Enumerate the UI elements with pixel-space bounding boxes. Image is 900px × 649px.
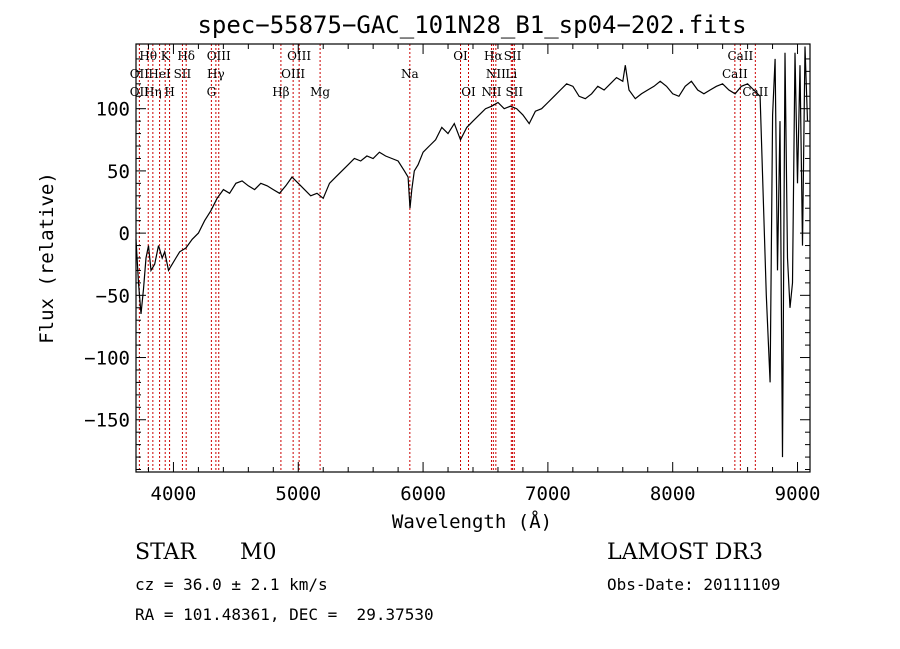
x-tick-label-1: 5000 bbox=[275, 483, 321, 505]
line-label-r0-5: OI bbox=[453, 49, 468, 63]
y-tick-label-1: 50 bbox=[107, 161, 130, 183]
line-label-r0-0: Hθ bbox=[139, 49, 157, 63]
object-subclass: M0 bbox=[240, 540, 277, 565]
y-tick-label-4: −100 bbox=[84, 348, 130, 370]
line-label-r1-0: OII bbox=[130, 67, 150, 81]
x-axis-label: Wavelength (Å) bbox=[392, 510, 552, 533]
line-label-r0-7: SII bbox=[504, 49, 522, 63]
line-label-r0-3: OIII bbox=[207, 49, 231, 63]
line-label-r2-7: NII bbox=[481, 85, 501, 99]
object-class: STAR bbox=[135, 540, 196, 565]
y-axis-label: Flux (relative) bbox=[36, 172, 58, 344]
spectrum-series-line bbox=[135, 46, 809, 458]
line-label-r1-8: CaII bbox=[722, 67, 748, 81]
line-label-r1-5: Na bbox=[401, 67, 419, 81]
obs-date: Obs-Date: 20111109 bbox=[607, 575, 781, 594]
survey-name: LAMOST DR3 bbox=[607, 540, 763, 565]
line-label-r2-3: G bbox=[207, 85, 217, 99]
line-label-r2-4: Hβ bbox=[272, 85, 289, 99]
x-tick-label-0: 4000 bbox=[151, 483, 197, 505]
line-label-r1-1: HeI bbox=[148, 67, 171, 81]
line-label-r0-1: K bbox=[161, 49, 171, 63]
line-label-r2-1: Hη bbox=[144, 85, 162, 99]
line-label-r1-3: Hγ bbox=[207, 67, 225, 81]
spectral-line-markers bbox=[138, 44, 756, 472]
x-tick-label-5: 9000 bbox=[775, 483, 821, 505]
plot-frame bbox=[135, 43, 811, 473]
chart-title: spec−55875−GAC_101N28_B1_sp04−202.fits bbox=[197, 11, 746, 39]
line-label-r1-7: Li bbox=[505, 67, 517, 81]
line-label-r2-6: OI bbox=[461, 85, 476, 99]
line-label-r2-5: Mg bbox=[310, 85, 330, 99]
line-label-r0-4: OIII bbox=[287, 49, 311, 63]
y-tick-label-3: −50 bbox=[96, 285, 130, 307]
line-label-r0-6: Hα bbox=[484, 49, 503, 63]
line-label-r1-2: SII bbox=[174, 67, 192, 81]
line-label-r0-8: CaII bbox=[727, 49, 753, 63]
y-tick-label-0: 100 bbox=[96, 99, 130, 121]
line-label-r0-2: Hδ bbox=[177, 49, 195, 63]
y-axis-ticks: 100 50 0 −50 −100 −150 bbox=[84, 58, 810, 471]
line-label-r1-6: NII bbox=[486, 67, 506, 81]
line-label-r2-8: SII bbox=[505, 85, 523, 99]
coordinates: RA = 101.48361, DEC = 29.37530 bbox=[135, 605, 434, 624]
line-label-r2-0: OII bbox=[130, 85, 150, 99]
line-label-r2-2: H bbox=[164, 85, 174, 99]
x-tick-label-2: 6000 bbox=[400, 483, 446, 505]
x-tick-label-4: 8000 bbox=[650, 483, 696, 505]
line-label-r1-4: OIII bbox=[281, 67, 305, 81]
y-tick-label-5: −150 bbox=[84, 410, 130, 432]
x-tick-label-3: 7000 bbox=[525, 483, 571, 505]
redshift-readout: cz = 36.0 ± 2.1 km/s bbox=[135, 575, 328, 594]
y-tick-label-2: 0 bbox=[119, 223, 130, 245]
x-axis-ticks: 4000 5000 6000 7000 8000 9000 bbox=[147, 44, 821, 505]
